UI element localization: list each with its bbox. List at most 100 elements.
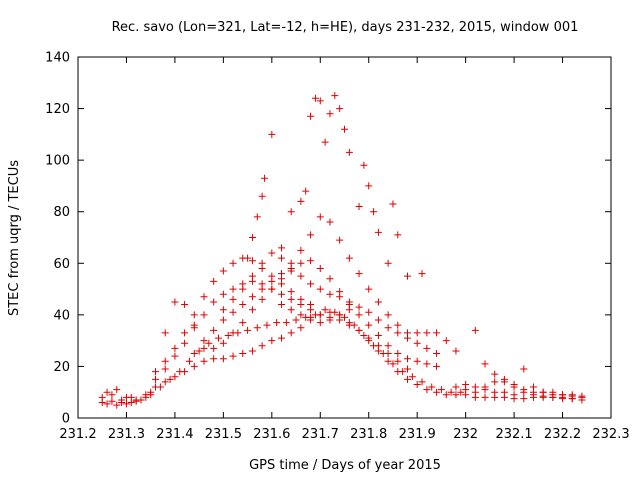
data-point xyxy=(113,401,121,409)
x-tick-label: 231.9 xyxy=(399,427,436,442)
data-point xyxy=(374,298,382,306)
data-point xyxy=(181,329,189,337)
data-point xyxy=(239,319,247,327)
x-tick-label: 231.5 xyxy=(205,427,242,442)
data-point xyxy=(253,324,261,332)
data-point xyxy=(471,388,479,396)
data-point xyxy=(384,350,392,358)
data-point xyxy=(336,311,344,319)
data-point xyxy=(268,249,276,257)
data-point xyxy=(161,329,169,337)
data-point xyxy=(365,334,373,342)
data-point xyxy=(142,391,150,399)
data-point xyxy=(287,288,295,296)
data-point xyxy=(171,298,179,306)
data-point xyxy=(394,357,402,365)
data-point xyxy=(161,365,169,373)
data-point xyxy=(529,388,537,396)
data-point xyxy=(428,383,436,391)
data-point xyxy=(307,112,315,120)
data-point xyxy=(345,148,353,156)
data-point xyxy=(321,138,329,146)
data-point xyxy=(210,355,218,363)
x-axis-label: GPS time / Days of year 2015 xyxy=(249,458,441,473)
data-point xyxy=(403,375,411,383)
data-point xyxy=(297,259,305,267)
x-tick-label: 232 xyxy=(453,427,478,442)
data-point xyxy=(292,316,300,324)
data-point xyxy=(559,391,567,399)
data-point xyxy=(287,264,295,272)
data-point xyxy=(389,360,397,368)
data-point xyxy=(384,311,392,319)
data-point xyxy=(481,360,489,368)
data-point xyxy=(408,373,416,381)
data-point xyxy=(261,174,269,182)
data-point xyxy=(345,298,353,306)
data-point xyxy=(200,293,208,301)
data-point xyxy=(341,125,348,133)
data-point xyxy=(316,97,324,105)
data-point xyxy=(200,311,208,319)
data-point xyxy=(297,246,305,254)
data-point xyxy=(118,396,126,404)
data-point xyxy=(248,272,256,280)
data-point xyxy=(248,293,256,301)
data-point xyxy=(287,208,295,216)
data-point xyxy=(481,383,489,391)
data-point xyxy=(374,316,382,324)
data-point xyxy=(181,301,189,309)
data-point xyxy=(316,311,324,319)
data-point xyxy=(263,321,271,329)
data-point xyxy=(282,319,290,327)
data-point xyxy=(433,388,441,396)
data-point xyxy=(307,301,315,309)
data-point xyxy=(171,373,179,381)
data-point xyxy=(568,392,576,400)
data-point xyxy=(103,388,111,396)
data-point xyxy=(185,357,193,365)
data-point xyxy=(268,337,276,345)
data-point xyxy=(520,365,528,373)
x-tick-label: 231.2 xyxy=(59,427,96,442)
data-point xyxy=(510,380,518,388)
data-point xyxy=(437,386,445,394)
data-point xyxy=(122,393,130,401)
x-tick-label: 231.6 xyxy=(253,427,290,442)
data-point xyxy=(224,331,232,339)
data-point xyxy=(316,285,324,293)
data-point xyxy=(316,213,324,221)
data-point xyxy=(394,321,402,329)
y-tick-label: 20 xyxy=(53,360,70,375)
data-point xyxy=(166,375,174,383)
data-point xyxy=(229,352,237,360)
data-point xyxy=(326,316,334,324)
data-point xyxy=(389,200,397,208)
data-point xyxy=(239,285,247,293)
data-point xyxy=(452,391,460,399)
data-point xyxy=(278,270,286,278)
data-point xyxy=(491,378,499,386)
data-point xyxy=(297,295,305,303)
data-point xyxy=(316,319,324,327)
data-point xyxy=(156,383,164,391)
data-points xyxy=(98,92,586,409)
data-point xyxy=(258,285,266,293)
data-point xyxy=(578,392,586,400)
data-point xyxy=(307,280,315,288)
data-point xyxy=(181,339,189,347)
data-point xyxy=(103,400,111,408)
data-point xyxy=(258,259,266,267)
data-point xyxy=(447,388,455,396)
data-point xyxy=(433,362,441,370)
data-point xyxy=(403,272,411,280)
data-point xyxy=(394,350,402,358)
data-point xyxy=(152,368,160,376)
data-point xyxy=(108,391,116,399)
data-point xyxy=(161,357,169,365)
data-point xyxy=(297,324,305,332)
data-point xyxy=(394,329,402,337)
data-point xyxy=(365,308,373,316)
data-point xyxy=(403,334,411,342)
data-point xyxy=(248,347,256,355)
